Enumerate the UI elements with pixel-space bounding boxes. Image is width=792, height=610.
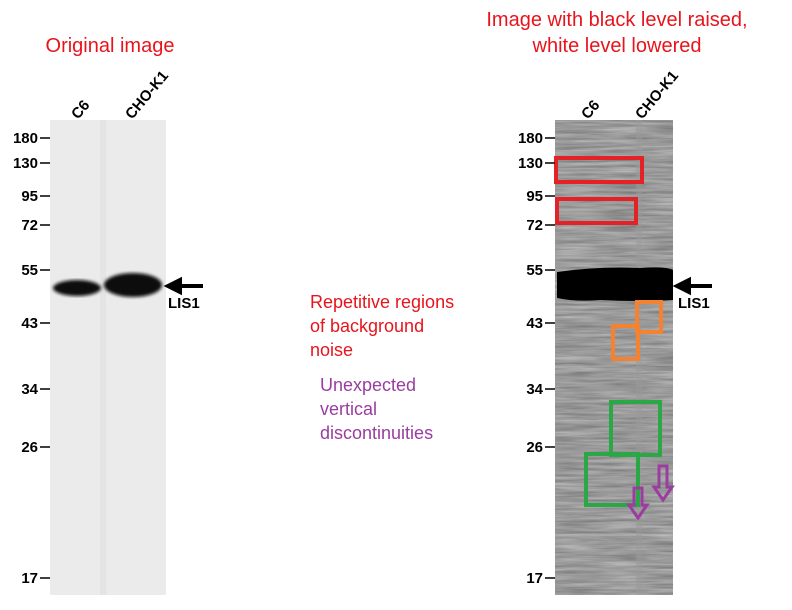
band	[53, 280, 101, 296]
lane-label: CHO-K1	[632, 68, 682, 123]
marker-label: 43	[21, 315, 38, 332]
right-title: white level lowered	[532, 35, 702, 57]
marker-label: 130	[518, 155, 543, 172]
annotation: noise	[310, 340, 353, 360]
orange-box	[635, 300, 663, 334]
purple-arrow	[651, 464, 675, 503]
marker-label: 130	[13, 155, 38, 172]
purple-arrow	[626, 486, 650, 521]
right-title: Image with black level raised,	[486, 9, 747, 31]
marker-label: 72	[526, 217, 543, 234]
annotation: Unexpected	[320, 375, 416, 395]
arrow	[163, 276, 203, 296]
arrow	[672, 276, 712, 296]
marker-label: 55	[526, 262, 543, 279]
marker-label: 34	[526, 381, 543, 398]
blot-original	[50, 120, 166, 595]
marker-label: 180	[518, 130, 543, 147]
marker-label: 17	[526, 570, 543, 587]
lane-label: C6	[578, 97, 603, 123]
marker-label: 55	[21, 262, 38, 279]
highlights	[554, 156, 663, 507]
band	[104, 273, 162, 297]
red-box	[554, 156, 644, 184]
band-label: LIS1	[168, 295, 200, 312]
annotation: vertical	[320, 399, 377, 419]
band-label: LIS1	[678, 295, 710, 312]
left-title: Original image	[46, 35, 175, 57]
marker-label: 180	[13, 130, 38, 147]
lane-label: CHO-K1	[122, 68, 172, 123]
annotation: discontinuities	[320, 423, 433, 443]
green-box	[584, 452, 640, 507]
marker-label: 43	[526, 315, 543, 332]
orange-box	[611, 324, 640, 361]
band	[557, 267, 673, 301]
annotation: of background	[310, 316, 424, 336]
annotation: Repetitive regions	[310, 292, 454, 312]
red-box	[555, 197, 638, 225]
lane-label: C6	[68, 97, 93, 123]
marker-label: 26	[21, 439, 38, 456]
marker-label: 17	[21, 570, 38, 587]
lane-gap	[100, 120, 106, 595]
marker-label: 95	[526, 188, 543, 205]
marker-label: 26	[526, 439, 543, 456]
marker-label: 95	[21, 188, 38, 205]
marker-label: 72	[21, 217, 38, 234]
marker-label: 34	[21, 381, 38, 398]
